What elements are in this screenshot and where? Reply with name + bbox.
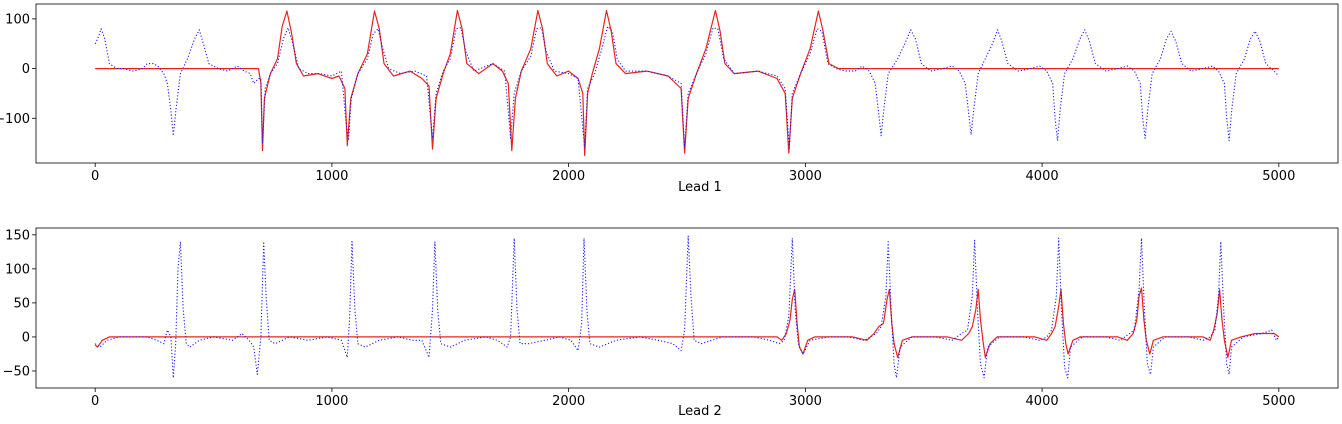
x-tick-label: 3000 — [789, 169, 822, 184]
x-tick-label: 2000 — [552, 394, 585, 409]
series-line-solid-red — [95, 9, 1279, 157]
x-tick-label: 4000 — [1026, 169, 1059, 184]
x-tick-label: 1000 — [315, 394, 348, 409]
y-tick-label: 150 — [5, 228, 30, 243]
x-tick-label: 1000 — [315, 169, 348, 184]
y-tick-label: 0 — [22, 62, 30, 77]
y-tick-label: 100 — [5, 12, 30, 27]
x-tick-label: 5000 — [1262, 394, 1295, 409]
x-tick-label: 4000 — [1026, 394, 1059, 409]
x-tick-label: 0 — [91, 169, 99, 184]
panel-1: 0 1000 2000 3000 4000 5000 −100 0 100 Lead 1 — [0, 3, 1339, 195]
x-axis-label: Lead 2 — [678, 404, 722, 419]
y-tick-label: 100 — [5, 262, 30, 277]
y-tick-label: −50 — [3, 364, 30, 379]
x-tick-label: 5000 — [1262, 169, 1295, 184]
series-line-dotted-blue — [94, 235, 1280, 379]
x-tick-label: 2000 — [552, 169, 585, 184]
y-tick-label: 50 — [13, 296, 30, 311]
x-tick-label: 3000 — [789, 394, 822, 409]
x-tick-label: 0 — [91, 394, 99, 409]
series-line-dotted-blue — [94, 25, 1280, 149]
panel-2: 0 1000 2000 3000 4000 5000 −50 0 50 100 150 Lead 2 — [3, 227, 1339, 419]
x-axis-label: Lead 1 — [678, 180, 722, 195]
y-tick-label: 0 — [22, 330, 30, 345]
plot-frame — [35, 227, 1339, 389]
plot-frame — [35, 3, 1339, 164]
series-line-solid-red — [94, 287, 1280, 358]
y-tick-label: −100 — [0, 112, 30, 127]
